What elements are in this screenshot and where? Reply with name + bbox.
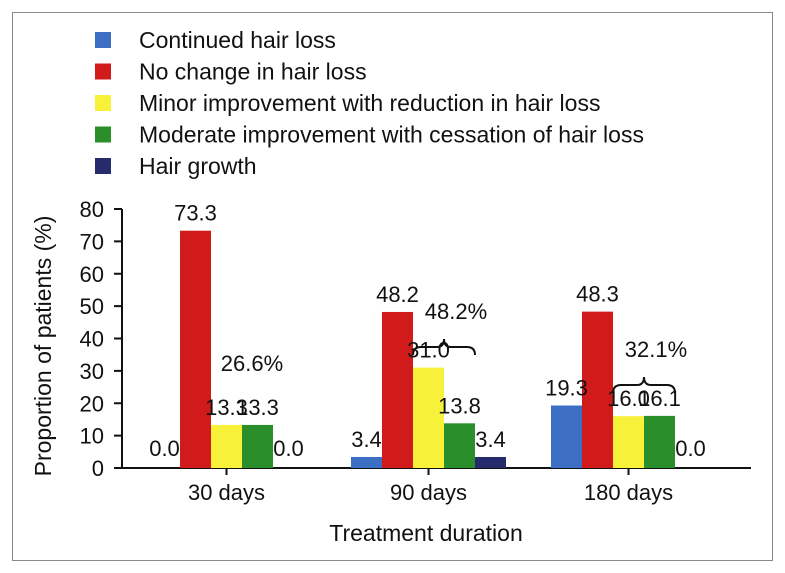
data-label: 19.3 (545, 376, 588, 401)
y-tick-label: 10 (80, 424, 104, 449)
legend-label-1: Continued hair loss (139, 27, 336, 53)
x-tick-label: 90 days (390, 480, 467, 505)
bar (644, 415, 675, 468)
data-label: 73.3 (174, 201, 217, 226)
bar (382, 311, 413, 468)
x-tick-label: 180 days (584, 480, 673, 505)
legend-label-2: No change in hair loss (139, 59, 367, 85)
bar (613, 416, 644, 468)
annotation-label: 32.1% (625, 337, 687, 362)
data-label: 0.0 (675, 436, 706, 461)
data-label: 0.0 (273, 436, 304, 461)
data-label: 13.8 (438, 393, 481, 418)
bar (413, 367, 444, 468)
y-tick-label: 0 (92, 456, 104, 481)
legend-label-5: Hair growth (139, 153, 257, 179)
bars (180, 230, 675, 468)
bar (180, 230, 211, 468)
data-label: 48.3 (576, 282, 619, 307)
legend: Continued hair loss No change in hair los… (95, 27, 644, 179)
y-tick-label: 70 (80, 229, 104, 254)
annotation-brace (412, 338, 476, 356)
legend-label-4: Moderate improvement with cessation of h… (139, 122, 644, 148)
annotation-label: 48.2% (425, 299, 487, 324)
legend-swatch-3 (95, 95, 111, 111)
legend-swatch-2 (95, 63, 111, 80)
x-axis-label: Treatment duration (329, 520, 522, 546)
legend-swatch-1 (95, 32, 111, 48)
bar (551, 405, 582, 468)
data-labels: 0.0 3.419.373.348.2 48.313.331.016.013.3 13… (149, 201, 706, 461)
bar (475, 456, 506, 468)
annotations: 26.6% 48.2% 32.1% (221, 299, 687, 394)
legend-swatch-5 (95, 158, 111, 174)
y-axis-label: Proportion of patients (%) (30, 216, 56, 477)
data-label: 13.3 (236, 395, 279, 420)
annotation-brace (612, 376, 676, 394)
data-label: 48.2 (376, 282, 419, 307)
data-label: 0.0 (149, 436, 180, 461)
data-label: 3.4 (475, 427, 506, 452)
y-tick-label: 80 (80, 197, 104, 222)
y-tick-label: 40 (80, 327, 104, 352)
data-label: 3.4 (351, 427, 382, 452)
bar (211, 424, 242, 468)
legend-swatch-4 (95, 126, 111, 143)
bar (582, 311, 613, 468)
bar (444, 423, 475, 468)
bar-chart: Continued hair loss No change in hair los… (30, 27, 751, 546)
data-label: 13.3 (205, 395, 248, 420)
legend-label-3: Minor improvement with reduction in hair… (139, 90, 600, 116)
bar (351, 456, 382, 468)
annotation-label: 26.6% (221, 351, 283, 376)
y-tick-label: 30 (80, 359, 104, 384)
y-tick-label: 20 (80, 391, 104, 416)
y-tick-label: 50 (80, 294, 104, 319)
y-tick-label: 60 (80, 262, 104, 287)
bar (242, 424, 273, 468)
x-tick-label: 30 days (188, 480, 265, 505)
chart-frame: Continued hair loss No change in hair los… (12, 12, 773, 561)
